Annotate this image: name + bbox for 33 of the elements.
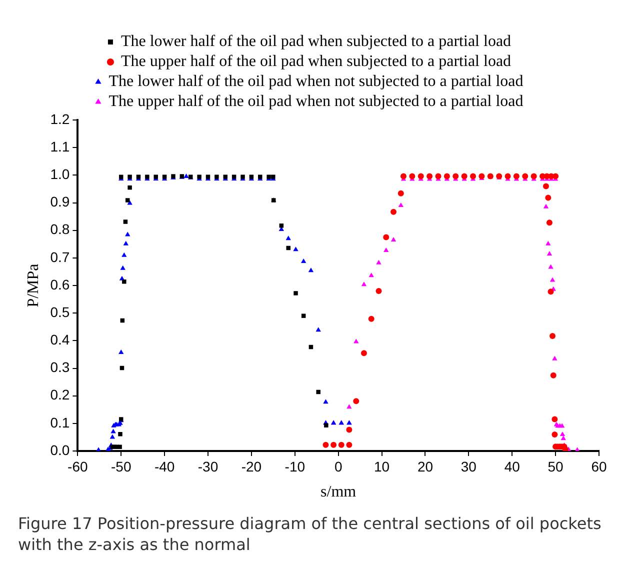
y-tick-label: 0.2: [50, 386, 70, 403]
legend-label: The upper half of the oil pad when subjected to a partial load: [120, 53, 512, 70]
legend-label: The upper half of the oil pad when not subjected to a partial load: [108, 93, 524, 110]
legend-label: The lower half of the oil pad when not subjected to a partial load: [108, 73, 524, 90]
y-tick-label: 1.1: [50, 138, 70, 154]
x-axis-title: s/mm: [320, 484, 357, 501]
y-tick-label: 0.3: [50, 359, 70, 376]
x-tick-label: 50: [548, 458, 564, 474]
x-tick-label: 30: [460, 458, 477, 474]
x-tick-label: -10: [284, 458, 306, 474]
x-tick-label: -60: [68, 458, 88, 474]
legend-label: The lower half of the oil pad when subjected to a partial load: [120, 33, 512, 50]
x-tick-label: -20: [241, 458, 262, 474]
x-tick-label: 40: [504, 458, 520, 474]
x-tick-label: -50: [110, 458, 132, 474]
x-tick-label: -40: [154, 458, 175, 474]
y-tick-label: 0.7: [50, 248, 70, 265]
y-axis-title: P/MPa: [24, 264, 42, 308]
x-tick-label: -30: [198, 458, 218, 474]
y-tick-label: 0.6: [50, 276, 70, 292]
x-tick-label: 20: [417, 458, 434, 474]
y-tick-label: 1.0: [50, 166, 70, 182]
x-tick-label: 60: [591, 458, 607, 474]
y-tick-label: 0.9: [50, 194, 70, 210]
x-tick-label: 10: [374, 458, 390, 474]
y-tick-label: 0.4: [50, 332, 70, 348]
y-tick-label: 0.8: [50, 221, 70, 238]
x-tick-label: 0: [334, 458, 342, 474]
y-tick-label: 1.2: [50, 110, 70, 127]
y-tick-label: 0.5: [50, 304, 70, 320]
y-tick-label: 0.0: [50, 442, 70, 458]
caption: Figure 17 Position-pressure diagram of the central sections of oil pockets with the z-axis as the normal: [18, 514, 602, 556]
y-tick-label: 0.1: [50, 414, 70, 430]
